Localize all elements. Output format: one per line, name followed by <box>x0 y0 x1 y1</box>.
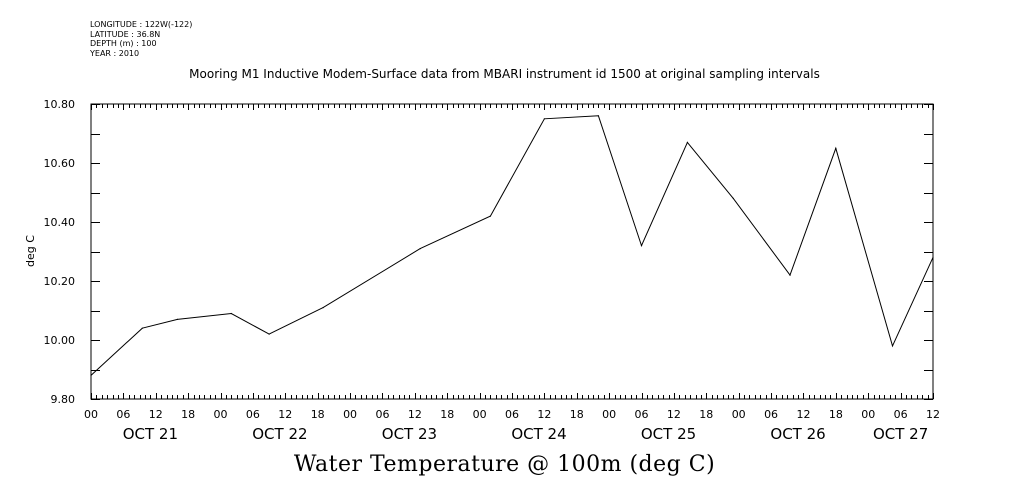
data-point <box>141 327 143 329</box>
depth-label: DEPTH (m) : 100 <box>90 39 157 48</box>
x-tick-label: 06 <box>505 408 519 421</box>
x-day-label: OCT 23 <box>382 425 437 443</box>
y-axis-ticks <box>91 104 933 400</box>
series-line <box>90 115 934 376</box>
x-tick-label: 00 <box>861 408 875 421</box>
data-point <box>268 333 270 335</box>
x-axis-label: Water Temperature @ 100m (deg C) <box>293 452 716 477</box>
x-tick-label: 12 <box>667 408 681 421</box>
x-tick-label: 06 <box>894 408 908 421</box>
latitude-label: LATITUDE : 36.8N <box>90 29 161 39</box>
x-day-label: OCT 27 <box>873 425 928 443</box>
x-tick-label: 18 <box>829 408 843 421</box>
data-point <box>835 147 837 149</box>
x-tick-label: 06 <box>764 408 778 421</box>
x-tick-label: 06 <box>375 408 389 421</box>
data-point <box>789 274 791 276</box>
x-day-label: OCT 25 <box>641 425 696 443</box>
x-tick-label: 12 <box>408 408 422 421</box>
x-day-label: OCT 21 <box>123 425 178 443</box>
y-tick-label: 10.80 <box>44 98 76 111</box>
x-tick-label: 00 <box>732 408 746 421</box>
data-point <box>90 374 92 376</box>
x-tick-label: 00 <box>84 408 98 421</box>
data-point <box>597 115 600 117</box>
data-point <box>932 256 934 258</box>
data-point <box>891 345 894 347</box>
plot-frame <box>90 103 934 400</box>
x-tick-label: 00 <box>214 408 228 421</box>
data-point <box>543 118 546 120</box>
x-tick-label: 06 <box>635 408 649 421</box>
data-point <box>640 245 643 247</box>
x-tick-label: 18 <box>570 408 584 421</box>
data-point <box>419 248 421 250</box>
station-metadata: LONGITUDE : 122W(-122) LATITUDE : 36.8N … <box>90 20 192 58</box>
x-tick-label: 12 <box>537 408 551 421</box>
y-tick-label: 10.20 <box>44 275 76 288</box>
x-day-label: OCT 22 <box>252 425 307 443</box>
data-point <box>322 307 324 309</box>
x-tick-label: 12 <box>149 408 163 421</box>
x-tick-label: 00 <box>473 408 487 421</box>
data-point <box>732 197 734 199</box>
y-tick-label: 9.80 <box>51 393 76 406</box>
data-point <box>686 141 689 143</box>
x-tick-label: 18 <box>699 408 713 421</box>
x-tick-label: 12 <box>926 408 940 421</box>
x-tick-label: 18 <box>311 408 325 421</box>
x-tick-label: 06 <box>246 408 260 421</box>
data-point <box>489 215 491 217</box>
x-tick-label: 12 <box>796 408 810 421</box>
year-label: YEAR : 2010 <box>90 48 140 58</box>
data-point <box>176 318 178 320</box>
x-tick-label: 12 <box>278 408 292 421</box>
y-tick-label: 10.00 <box>44 334 76 347</box>
x-day-label: OCT 24 <box>511 425 566 443</box>
x-tick-label: 18 <box>181 408 195 421</box>
chart-title: Mooring M1 Inductive Modem-Surface data … <box>189 67 820 81</box>
longitude-label: LONGITUDE : 122W(-122) <box>90 20 193 29</box>
x-tick-label: 06 <box>116 408 130 421</box>
y-axis-label: deg C <box>24 235 37 267</box>
data-point <box>230 312 232 315</box>
y-tick-label: 10.60 <box>44 157 76 170</box>
x-tick-label: 00 <box>343 408 357 421</box>
x-day-label: OCT 26 <box>770 425 825 443</box>
x-axis-hour-ticks <box>91 104 934 399</box>
x-tick-label: 00 <box>602 408 616 421</box>
y-tick-label: 10.40 <box>44 216 76 229</box>
x-tick-label: 18 <box>440 408 454 421</box>
